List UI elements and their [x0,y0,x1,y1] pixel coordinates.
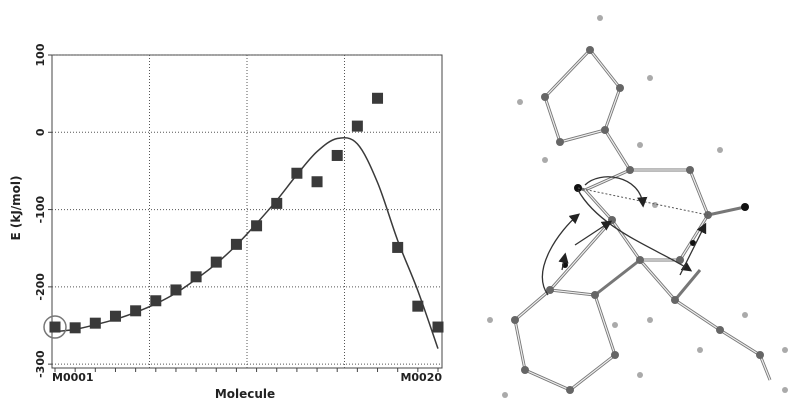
point [291,168,302,179]
point [70,322,81,333]
molecule-view [487,15,788,398]
point [150,295,161,306]
x-tick-label: M0020 [400,371,442,384]
point [110,311,121,322]
point [412,301,423,312]
point [50,322,61,333]
point [170,284,181,295]
point [352,121,363,132]
y-axis-label: E (kJ/mol) [9,175,23,240]
chart: -300 -200 -100 0 100 M0001 M0020 [34,43,444,384]
point [433,322,444,333]
y-tick-label: -300 [34,350,47,378]
point [392,242,403,253]
point [130,305,141,316]
point [332,150,343,161]
point [90,318,101,329]
point [312,176,323,187]
point [231,239,242,250]
point [271,198,282,209]
point [372,93,383,104]
x-axis-label: Molecule [215,387,275,401]
figure: -300 -200 -100 0 100 M0001 M0020 Molecule E (k… [0,0,793,408]
point [211,257,222,268]
y-tick-label: 100 [34,43,47,66]
y-tick-label: 0 [34,128,47,136]
y-tick-label: -200 [34,273,47,301]
y-tick-label: -100 [34,195,47,223]
point [191,271,202,282]
point [251,220,262,231]
x-tick-label: M0001 [52,371,94,384]
